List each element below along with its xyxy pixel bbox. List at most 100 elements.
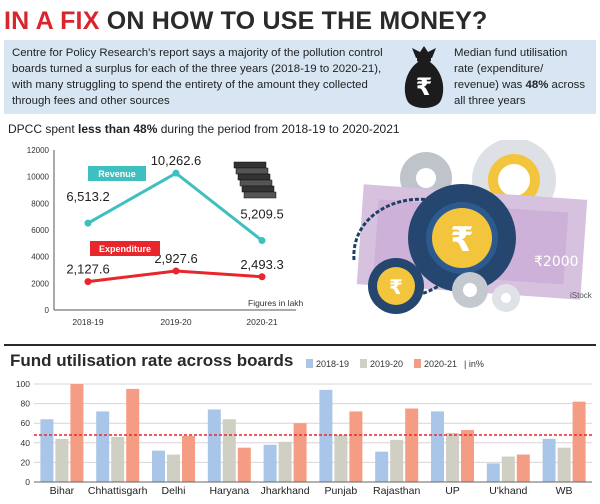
bar bbox=[126, 388, 140, 482]
bar bbox=[501, 456, 515, 482]
legend-item: 2018-19 bbox=[306, 359, 349, 369]
category-label: UP bbox=[445, 485, 460, 497]
data-point bbox=[258, 237, 266, 245]
bar bbox=[405, 408, 419, 482]
svg-text:Expenditure: Expenditure bbox=[99, 244, 151, 254]
gear-icon: ₹ bbox=[368, 258, 424, 314]
category-label: Punjab bbox=[325, 485, 358, 497]
svg-text:2020-21: 2020-21 bbox=[424, 359, 457, 369]
svg-text:2019-20: 2019-20 bbox=[370, 359, 403, 369]
data-point bbox=[172, 169, 180, 177]
y-tick-label: 0 bbox=[25, 477, 30, 487]
data-label: 10,262.6 bbox=[151, 153, 202, 168]
cash-stack-icon bbox=[233, 161, 277, 199]
bar bbox=[207, 409, 221, 482]
bar bbox=[278, 441, 292, 482]
intro-panel: Centre for Policy Research's report says… bbox=[4, 40, 596, 114]
bar bbox=[431, 411, 444, 482]
bar bbox=[222, 419, 236, 482]
bar bbox=[375, 451, 389, 482]
y-tick-label: 4000 bbox=[31, 253, 49, 262]
bar bbox=[319, 389, 333, 482]
dpcc-title: DPCC spent less than 48% during the peri… bbox=[4, 118, 596, 140]
dpcc-title-suffix: during the period from 2018-19 to 2020-2… bbox=[157, 122, 400, 136]
median-text-1: Median fund utilisation rate (expenditur… bbox=[454, 47, 568, 91]
y-tick-label: 40 bbox=[21, 438, 31, 448]
category-label: Jharkhand bbox=[261, 485, 310, 497]
y-tick-label: 10000 bbox=[27, 173, 50, 182]
y-tick-label: 2000 bbox=[31, 279, 49, 288]
data-label: 2,493.3 bbox=[240, 257, 283, 272]
bar bbox=[461, 430, 474, 482]
intro-text: Centre for Policy Research's report says… bbox=[12, 47, 383, 107]
bar bbox=[96, 411, 110, 482]
bar bbox=[446, 433, 459, 482]
y-tick-label: 80 bbox=[21, 399, 31, 409]
top-series bbox=[84, 169, 266, 286]
headline: IN A FIX ON HOW TO USE THE MONEY? bbox=[4, 4, 596, 38]
median-note: Median fund utilisation rate (expenditur… bbox=[454, 45, 590, 109]
y-tick-label: 20 bbox=[21, 457, 31, 467]
median-text-2: across all three years bbox=[454, 79, 586, 107]
category-label: Chhattisgarh bbox=[88, 485, 148, 497]
category-labels: Bihar Chhattisgarh Delhi Haryana Jharkhand Pu… bbox=[50, 485, 573, 497]
svg-text:₹: ₹ bbox=[450, 220, 474, 260]
data-label: 6,513.2 bbox=[66, 189, 109, 204]
bar bbox=[390, 439, 404, 482]
category-label: WB bbox=[556, 485, 573, 497]
legend-item: 2019-20 bbox=[360, 359, 403, 369]
data-label: 2,127.6 bbox=[66, 262, 109, 277]
bar bbox=[334, 434, 348, 482]
category-label: U'khand bbox=[489, 485, 527, 497]
data-label: 5,209.5 bbox=[240, 207, 283, 222]
bar bbox=[55, 438, 69, 482]
bottom-chart-title: Fund utilisation rate across boards bbox=[10, 351, 294, 370]
bar bbox=[557, 447, 571, 482]
bar bbox=[263, 444, 277, 482]
svg-text:₹: ₹ bbox=[416, 73, 433, 101]
series-line bbox=[87, 171, 263, 242]
bar bbox=[167, 454, 180, 482]
gear-icon bbox=[492, 284, 520, 312]
legend-unit: | in% bbox=[464, 359, 484, 369]
median-value: 48% bbox=[525, 79, 549, 91]
svg-text:₹: ₹ bbox=[389, 275, 403, 299]
svg-text:2018-19: 2018-19 bbox=[316, 359, 349, 369]
dpcc-title-bold: less than 48% bbox=[78, 122, 158, 136]
bar bbox=[182, 435, 195, 482]
svg-text:Revenue: Revenue bbox=[98, 169, 136, 179]
bar bbox=[152, 450, 165, 482]
bar bbox=[486, 463, 500, 482]
y-tick-label: 6000 bbox=[31, 226, 49, 235]
headline-part-2: ON HOW TO USE THE MONEY? bbox=[106, 7, 488, 35]
legend-revenue: Revenue bbox=[88, 166, 146, 181]
y-tick-label: 100 bbox=[16, 379, 30, 389]
category-label: Delhi bbox=[162, 485, 186, 497]
top-labels: 6,513.2 10,262.6 5,209.5 2,127.6 2,927.6 2,49… bbox=[66, 153, 283, 276]
y-tick-label: 12000 bbox=[27, 146, 50, 155]
bars bbox=[34, 384, 592, 483]
data-point bbox=[84, 219, 92, 227]
headline-part-1: IN A FIX bbox=[4, 7, 100, 35]
gear-icon bbox=[452, 272, 488, 308]
revenue-expenditure-chart: 0 2000 4000 6000 8000 10000 12000 2018-19 2019-2… bbox=[27, 146, 304, 327]
category-label: Haryana bbox=[209, 485, 249, 497]
bar bbox=[516, 454, 530, 482]
money-bag-icon: ₹ bbox=[404, 46, 444, 108]
units-note: Figures in lakh bbox=[248, 298, 304, 308]
y-tick-label: 0 bbox=[45, 306, 50, 315]
image-credit: iStock bbox=[570, 291, 593, 300]
legend-expenditure: Expenditure bbox=[90, 241, 160, 256]
bar bbox=[237, 447, 251, 482]
data-point bbox=[258, 273, 266, 281]
bar bbox=[40, 419, 54, 482]
banknote-value: ₹2000 bbox=[534, 254, 579, 270]
legend-item: 2020-21 bbox=[414, 359, 457, 369]
illustration: ₹2000 ₹ ₹ iStock bbox=[352, 140, 593, 314]
category-label: Rajasthan bbox=[373, 485, 420, 497]
bar bbox=[70, 384, 84, 482]
gear-icon: ₹ bbox=[408, 184, 516, 292]
fund-utilisation-chart: 2018-19 2019-20 2020-21 | in% 020406080100 … bbox=[16, 359, 592, 497]
bar bbox=[542, 438, 556, 482]
bar bbox=[111, 436, 125, 482]
